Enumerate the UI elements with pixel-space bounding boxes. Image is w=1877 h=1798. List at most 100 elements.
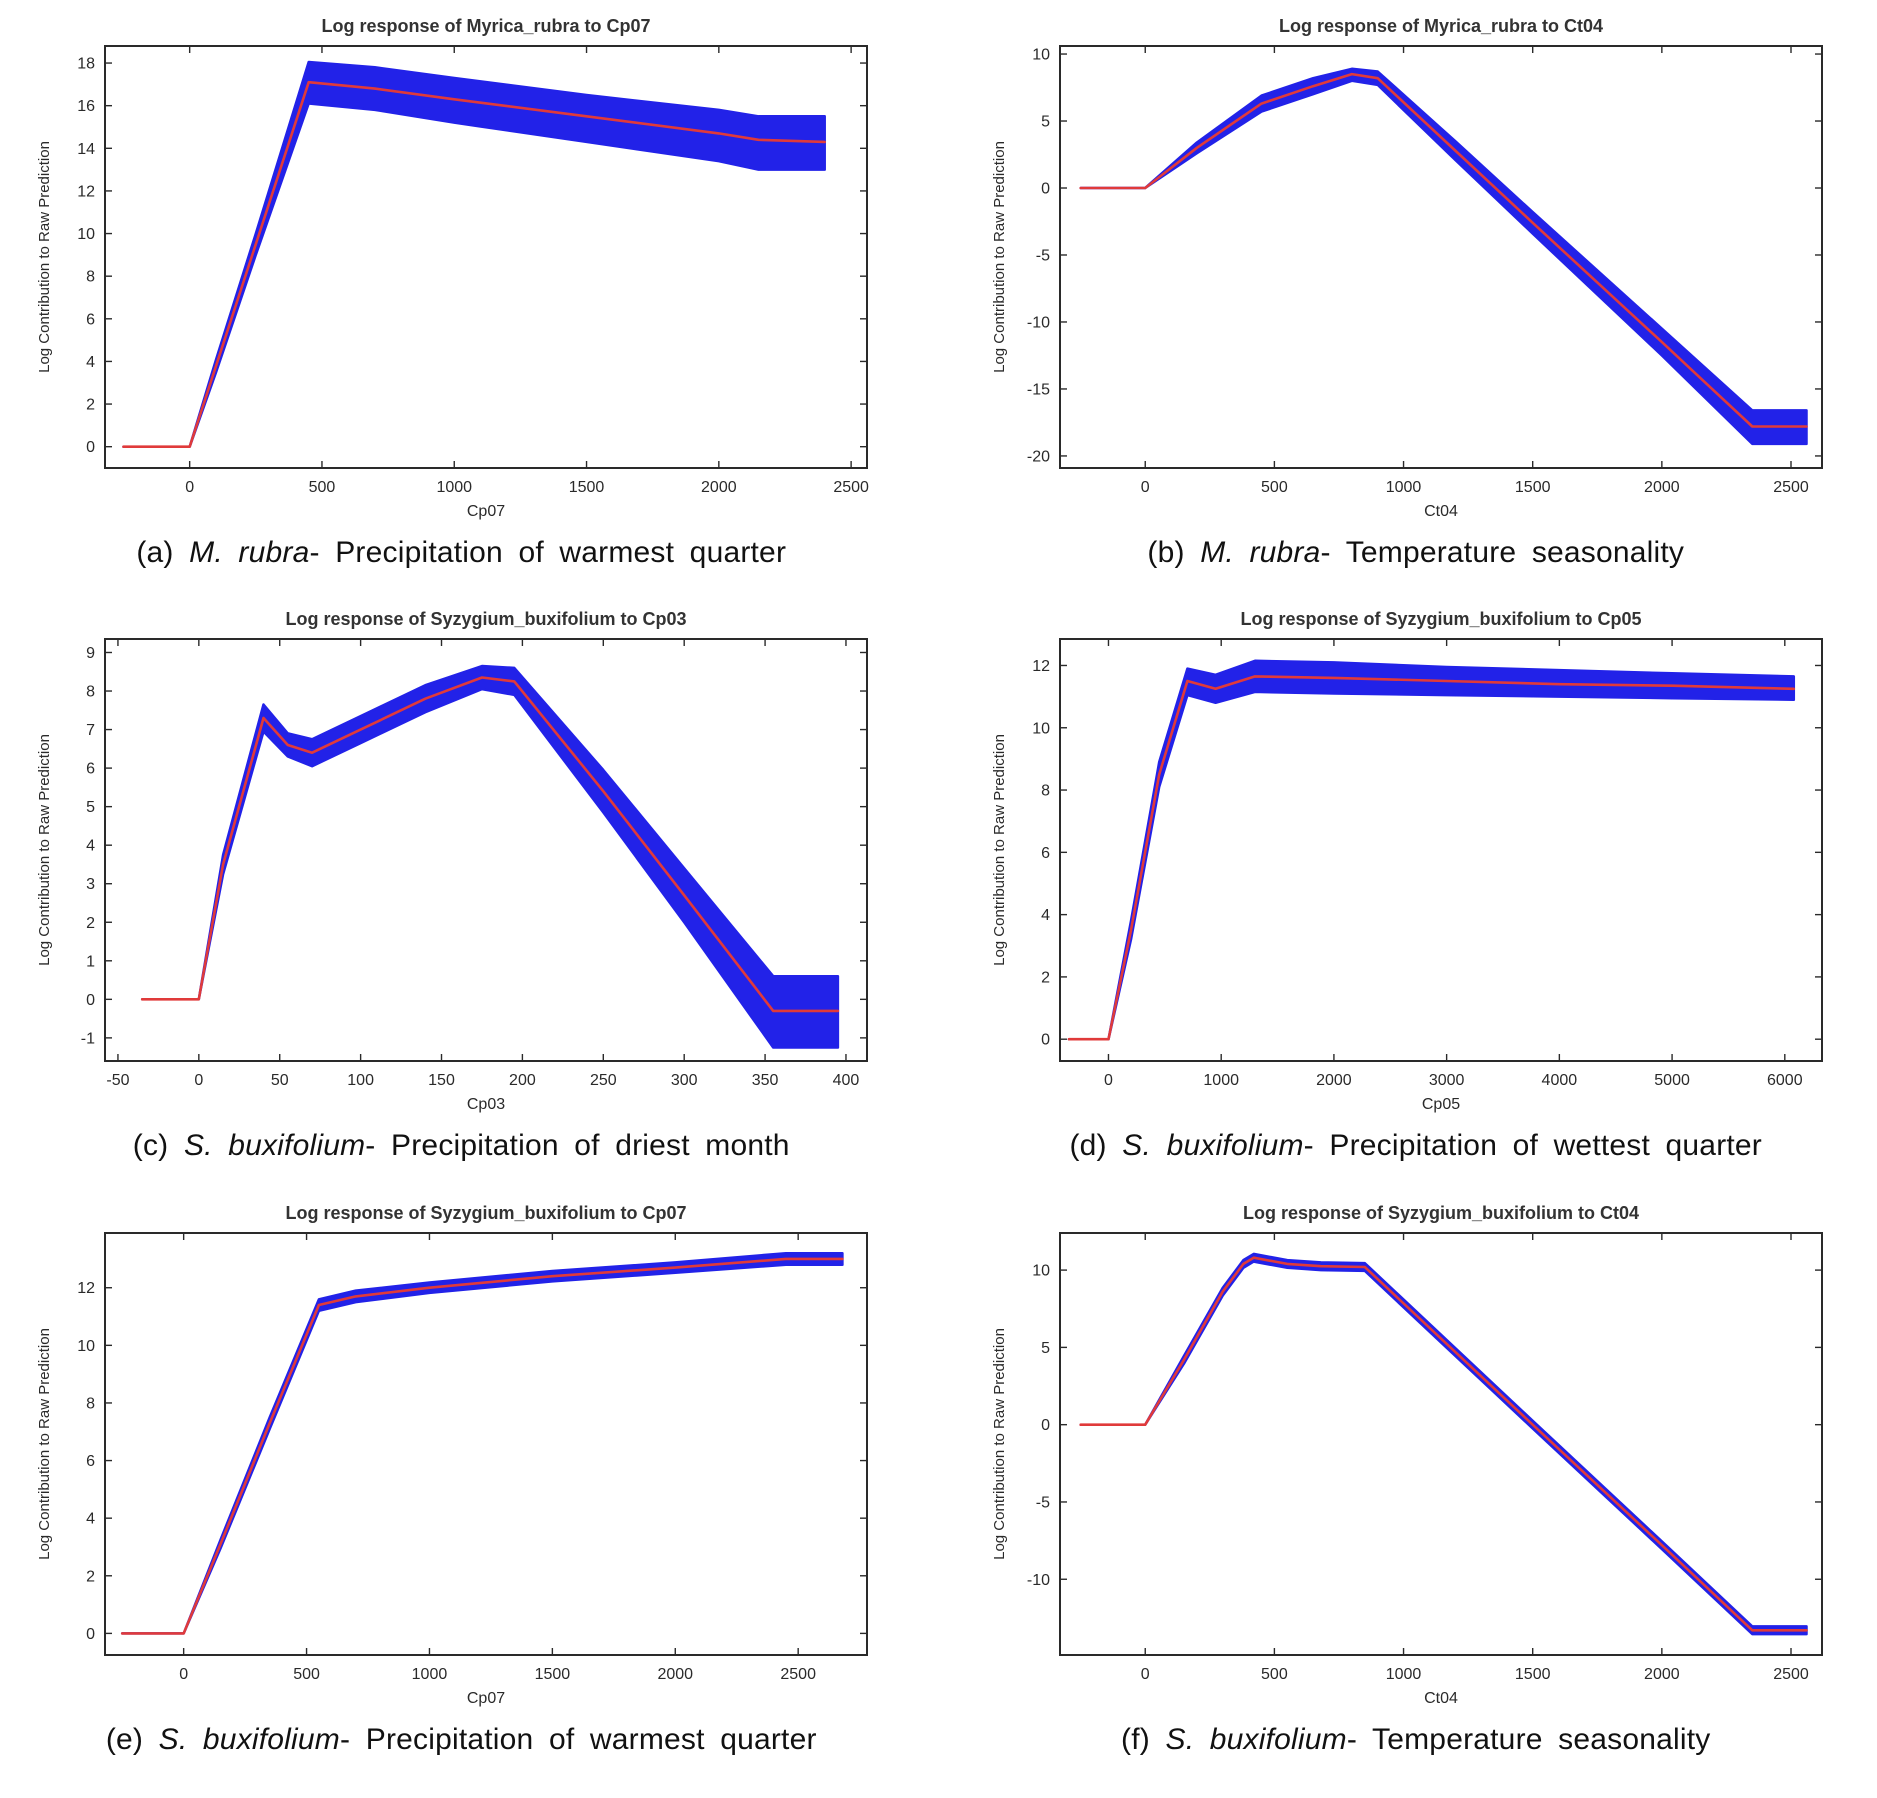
y-tick-label: 2 [86, 397, 95, 414]
y-tick-label: 10 [1032, 1262, 1050, 1279]
x-tick-label: 2000 [1644, 479, 1680, 496]
tick-marks [1059, 639, 1822, 1062]
y-tick-label: 0 [86, 439, 95, 456]
y-tick-label: 10 [1032, 721, 1050, 738]
panel-e: 0 500 1000 1500 2000 2500 0 2 4 6 8 10 12 Log respons… [14, 1196, 909, 1788]
x-axis-label: Ct04 [1424, 503, 1458, 520]
x-tick-label: 0 [185, 479, 194, 496]
x-tick-label: 6000 [1767, 1072, 1803, 1089]
chart-a-myrica-rubra-cp07: 0 500 1000 1500 2000 2500 0 2 4 6 8 10 12 14 16 18 Log r… [31, 10, 892, 530]
mean-response-line [122, 80, 827, 449]
tick-marks [105, 639, 868, 1062]
caption-f-index: (f) [1121, 1722, 1150, 1756]
chart-e-syzygium-buxifolium-cp07: 0 500 1000 1500 2000 2500 0 2 4 6 8 10 12 Log respons… [31, 1196, 892, 1717]
x-tick-label: 2000 [1644, 1666, 1680, 1683]
x-tick-label: 300 [671, 1072, 698, 1089]
x-tick-label: 1000 [412, 1666, 448, 1683]
panel-b: 0 500 1000 1500 2000 2500 -20 -15 -10 -5 0 5 10 Log r… [969, 10, 1864, 601]
y-tick-label: 8 [86, 1395, 95, 1412]
chart-c-syzygium-buxifolium-cp03: -50 0 50 100 150 200 250 300 350 400 -1 0 1 2 3 4 5 6 7 8 9 L… [31, 603, 892, 1124]
y-tick-label: 6 [1041, 845, 1050, 862]
x-tick-label: 3000 [1429, 1072, 1465, 1089]
y-axis-label: Log Contribution to Raw Prediction [36, 141, 53, 373]
y-tick-label: -5 [1036, 1494, 1050, 1511]
confidence-band [121, 1251, 844, 1635]
caption-d-species: S. buxifolium [1122, 1129, 1304, 1163]
plot-frame [104, 638, 869, 1063]
x-tick-label: 1000 [437, 479, 473, 496]
tick-marks [105, 1232, 868, 1655]
plot-layer [141, 665, 840, 1050]
caption-e: (e) S. buxifolium- Precipitation of warm… [106, 1723, 817, 1757]
mean-response-line [1067, 675, 1795, 1041]
x-tick-label: 500 [309, 479, 336, 496]
caption-e-index: (e) [105, 1722, 144, 1756]
x-tick-label: 400 [833, 1072, 860, 1089]
caption-b: (b) M. rubra- Temperature seasonality [1147, 536, 1684, 570]
x-tick-label: 1500 [1515, 479, 1551, 496]
y-tick-label: -20 [1027, 448, 1050, 465]
x-tick-label: 1500 [569, 479, 605, 496]
caption-c-index: (c) [132, 1129, 169, 1163]
x-tick-label: 500 [293, 1666, 320, 1683]
y-tick-label: 0 [86, 992, 95, 1009]
x-tick-label: 1500 [1515, 1666, 1551, 1683]
x-tick-label: 0 [1141, 1666, 1150, 1683]
chart-b-myrica-rubra-ct04: 0 500 1000 1500 2000 2500 -20 -15 -10 -5 0 5 10 Log r… [985, 10, 1846, 530]
x-tick-label: 500 [1261, 1666, 1288, 1683]
caption-a-suffix: - [309, 536, 320, 569]
plot-layer [1079, 67, 1808, 446]
caption-a: (a) M. rubra- Precipitation of warmest q… [136, 536, 786, 570]
y-tick-label: 10 [1032, 47, 1050, 64]
x-tick-label: 2000 [658, 1666, 694, 1683]
caption-a-text: Precipitation of warmest quarter [335, 536, 787, 569]
x-tick-label: -50 [107, 1072, 130, 1089]
mean-response-line [141, 676, 840, 1013]
x-tick-label: 150 [428, 1072, 455, 1089]
plot-layer [1079, 1252, 1808, 1636]
plot-frame [104, 1231, 869, 1656]
caption-e-text: Precipitation of warmest quarter [365, 1722, 817, 1756]
x-tick-label: 0 [195, 1072, 204, 1089]
y-tick-label: -1 [81, 1031, 95, 1048]
chart-title: Log response of Syzygium_buxifolium to C… [1240, 609, 1641, 629]
y-tick-label: 12 [77, 1280, 95, 1297]
x-tick-label: 0 [1104, 1072, 1113, 1089]
x-tick-label: 200 [509, 1072, 536, 1089]
plot-frame [1058, 1231, 1823, 1656]
y-tick-label: 6 [86, 1453, 95, 1470]
y-axis-label: Log Contribution to Raw Prediction [991, 141, 1008, 373]
mean-response-line [1079, 1256, 1808, 1632]
chart-title: Log response of Syzygium_buxifolium to C… [286, 1203, 687, 1223]
x-tick-label: 250 [590, 1072, 617, 1089]
y-tick-label: 8 [1041, 783, 1050, 800]
caption-e-suffix: - [339, 1722, 351, 1756]
x-tick-label: 2500 [834, 479, 870, 496]
x-axis-label: Cp05 [1422, 1096, 1460, 1113]
confidence-band [141, 665, 840, 1050]
panel-d: 0 1000 2000 3000 4000 5000 6000 0 2 4 6 8 10 12 Log re… [969, 603, 1864, 1194]
chart-title: Log response of Syzygium_buxifolium to C… [286, 609, 687, 629]
y-tick-label: 5 [1041, 1340, 1050, 1357]
x-tick-label: 50 [271, 1072, 289, 1089]
caption-b-text: Temperature seasonality [1345, 536, 1685, 569]
x-tick-label: 1500 [535, 1666, 571, 1683]
y-tick-label: 5 [1041, 114, 1050, 131]
x-axis-label: Cp07 [467, 1690, 505, 1707]
caption-b-index: (b) [1147, 536, 1185, 569]
plot-frame [104, 45, 869, 469]
x-tick-label: 350 [752, 1072, 779, 1089]
x-tick-label: 1000 [1203, 1072, 1239, 1089]
x-tick-label: 500 [1261, 479, 1288, 496]
x-tick-label: 2000 [1316, 1072, 1352, 1089]
mean-response-line [1079, 72, 1808, 428]
y-axis-label: Log Contribution to Raw Prediction [36, 734, 53, 966]
y-tick-label: 4 [86, 838, 95, 855]
y-tick-label: 10 [77, 226, 95, 243]
chart-title: Log response of Syzygium_buxifolium to C… [1243, 1203, 1639, 1223]
y-tick-label: 0 [1041, 1417, 1050, 1434]
caption-c-suffix: - [365, 1129, 376, 1163]
x-tick-label: 2500 [1773, 1666, 1809, 1683]
y-tick-label: 10 [77, 1337, 95, 1354]
y-tick-label: 4 [86, 354, 95, 371]
